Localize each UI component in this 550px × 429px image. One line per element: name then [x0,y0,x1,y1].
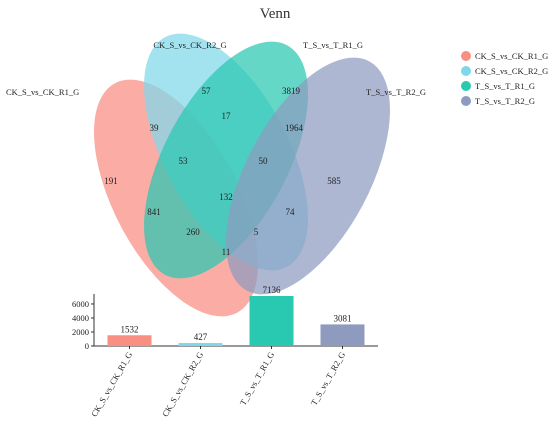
region-count: 17 [222,111,232,121]
bar-value-label: 7136 [263,285,282,295]
y-tick-label: 0 [85,341,89,351]
y-tick-label: 6000 [72,299,89,309]
legend-swatch-t-r1 [461,81,471,91]
set-label: CK_S_vs_CK_R2_G [153,40,226,50]
region-count: 1964 [285,123,304,133]
legend-item-t-r1[interactable]: T_S_vs_T_R1_G [461,79,548,93]
legend-swatch-ck-r1 [461,51,471,61]
legend-swatch-ck-r2 [461,66,471,76]
y-tick-label: 2000 [72,327,89,337]
x-tick-label: CK_S_vs_CK_R1_G [89,350,134,418]
region-count: 260 [186,227,200,237]
bar [178,343,223,346]
set-label: T_S_vs_T_R2_G [366,87,426,97]
x-tick-label: T_S_vs_T_R2_G [309,350,348,407]
region-count: 74 [286,207,296,217]
legend-label-t-r2: T_S_vs_T_R2_G [475,96,535,106]
bar-value-label: 427 [194,332,208,342]
region-count: 39 [150,123,160,133]
bar [107,335,152,346]
legend-swatch-t-r2 [461,96,471,106]
x-tick-label: CK_S_vs_CK_R2_G [160,350,205,418]
bar [249,296,294,346]
legend-item-t-r2[interactable]: T_S_vs_T_R2_G [461,94,548,108]
legend-label-ck-r2: CK_S_vs_CK_R2_G [475,66,549,76]
set-label: CK_S_vs_CK_R1_G [6,87,79,97]
legend-item-ck-r1[interactable]: CK_S_vs_CK_R1_G [461,49,548,63]
region-count: 53 [179,156,189,166]
region-count: 132 [219,192,233,202]
region-count: 3819 [282,86,301,96]
y-tick-label: 4000 [72,313,89,323]
region-count: 11 [222,247,231,257]
legend-item-ck-r2[interactable]: CK_S_vs_CK_R2_G [461,64,548,78]
chart-title: Venn [259,6,291,22]
region-count: 5 [254,227,259,237]
region-count: 841 [147,207,161,217]
bar-value-label: 1532 [121,324,139,334]
legend-label-t-r1: T_S_vs_T_R1_G [475,81,535,91]
bar-value-label: 3081 [334,313,352,323]
region-count: 191 [104,176,118,186]
set-label: T_S_vs_T_R1_G [303,40,363,50]
x-tick-label: T_S_vs_T_R1_G [238,350,277,407]
region-count: 57 [202,86,212,96]
region-count: 50 [259,156,269,166]
legend-label-ck-r1: CK_S_vs_CK_R1_G [475,51,549,61]
ellipse-t-r1 [144,41,308,279]
legend: CK_S_vs_CK_R1_G CK_S_vs_CK_R2_G T_S_vs_T… [461,49,548,109]
bar [320,324,365,346]
ellipse-t-r2 [226,57,390,295]
region-count: 585 [327,176,341,186]
